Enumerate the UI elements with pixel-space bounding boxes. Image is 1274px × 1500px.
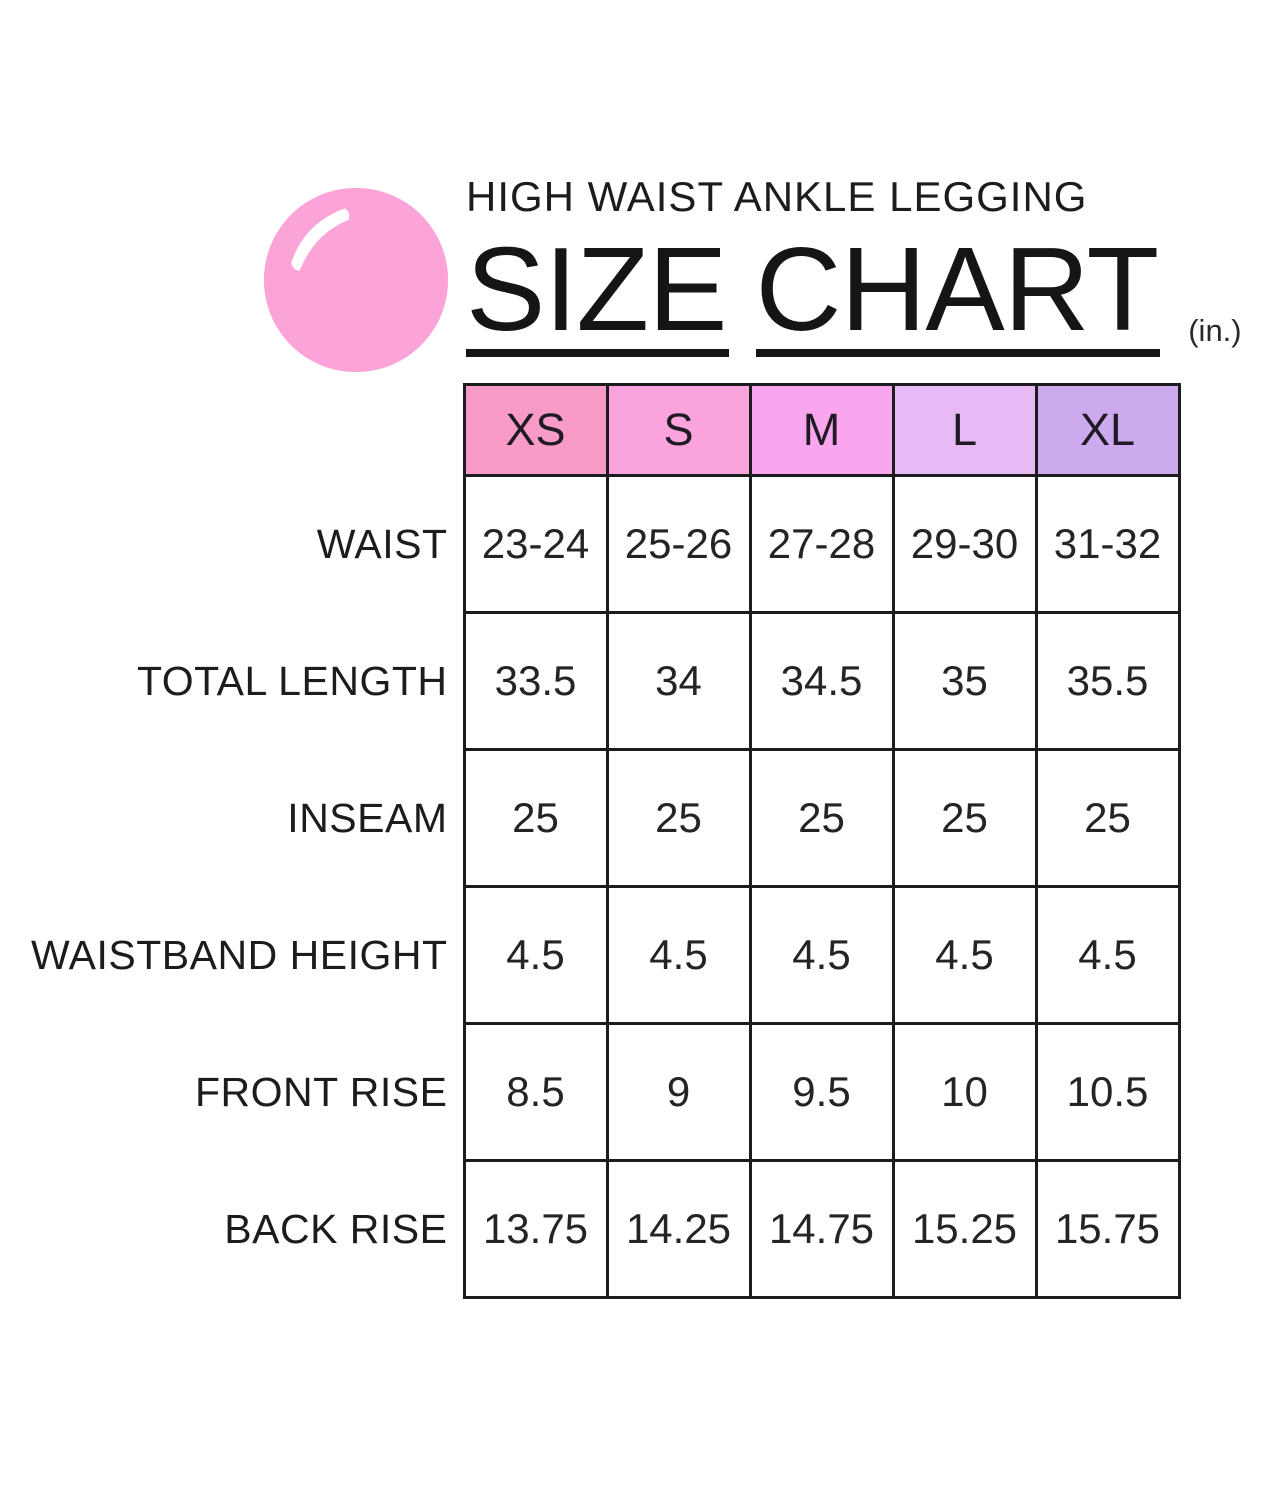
size-value-cell: 33.5 bbox=[462, 611, 609, 751]
title-word-chart: CHART bbox=[755, 223, 1161, 358]
product-subtitle: HIGH WAIST ANKLE LEGGING bbox=[466, 173, 1088, 220]
size-header-row: XS S M L XL bbox=[0, 383, 1181, 477]
table-row: WAIST 23-24 25-26 27-28 29-30 31-32 bbox=[0, 474, 1181, 614]
size-value-cell: 25 bbox=[605, 748, 752, 888]
table-row: FRONT RISE 8.5 9 9.5 10 10.5 bbox=[0, 1022, 1181, 1162]
unit-label: (in.) bbox=[1188, 313, 1242, 349]
bubble-shine bbox=[291, 208, 350, 271]
row-label: INSEAM bbox=[287, 794, 448, 841]
size-value-cell: 25 bbox=[748, 748, 895, 888]
size-column-header: S bbox=[605, 383, 752, 477]
table-row: WAISTBAND HEIGHT 4.5 4.5 4.5 4.5 4.5 bbox=[0, 885, 1181, 1025]
row-label: BACK RISE bbox=[224, 1205, 448, 1252]
row-label: WAIST bbox=[316, 520, 448, 567]
page-title: SIZE CHART (in.) bbox=[466, 223, 1242, 358]
size-value-cell: 4.5 bbox=[462, 885, 609, 1025]
table-row: INSEAM 25 25 25 25 25 bbox=[0, 748, 1181, 888]
size-value-cell: 25 bbox=[1034, 748, 1181, 888]
table-row: BACK RISE 13.75 14.25 14.75 15.25 15.75 bbox=[0, 1159, 1181, 1299]
size-value-cell: 23-24 bbox=[462, 474, 609, 614]
size-value-cell: 13.75 bbox=[462, 1159, 609, 1299]
size-table-head: XS S M L XL bbox=[0, 383, 1181, 477]
size-value-cell: 29-30 bbox=[891, 474, 1038, 614]
header: HIGH WAIST ANKLE LEGGING SIZE CHART (in.… bbox=[466, 173, 1242, 358]
corner-cell bbox=[0, 385, 464, 476]
size-value-cell: 9.5 bbox=[748, 1022, 895, 1162]
size-value-cell: 31-32 bbox=[1034, 474, 1181, 614]
size-value-cell: 4.5 bbox=[891, 885, 1038, 1025]
size-table-body: WAIST 23-24 25-26 27-28 29-30 31-32 TOTAL LENG… bbox=[0, 474, 1181, 1299]
size-value-cell: 4.5 bbox=[748, 885, 895, 1025]
size-value-cell: 10 bbox=[891, 1022, 1038, 1162]
size-value-cell: 34 bbox=[605, 611, 752, 751]
size-value-cell: 27-28 bbox=[748, 474, 895, 614]
bubble-circle bbox=[263, 187, 449, 373]
size-value-cell: 10.5 bbox=[1034, 1022, 1181, 1162]
title-word-size: SIZE bbox=[466, 223, 729, 358]
size-column-header: M bbox=[748, 383, 895, 477]
row-label: FRONT RISE bbox=[194, 1068, 448, 1115]
size-column-header: L bbox=[891, 383, 1038, 477]
size-value-cell: 9 bbox=[605, 1022, 752, 1162]
size-chart-table: XS S M L XL WAIST 23-24 25-26 27-28 29-30 31-32 TO… bbox=[0, 383, 1181, 1299]
size-value-cell: 25-26 bbox=[605, 474, 752, 614]
size-value-cell: 25 bbox=[462, 748, 609, 888]
size-column-header: XS bbox=[462, 383, 609, 477]
row-label: TOTAL LENGTH bbox=[136, 657, 448, 704]
size-value-cell: 34.5 bbox=[748, 611, 895, 751]
size-column-header: XL bbox=[1034, 383, 1181, 477]
size-value-cell: 35 bbox=[891, 611, 1038, 751]
size-value-cell: 14.25 bbox=[605, 1159, 752, 1299]
brand-logo bbox=[262, 186, 450, 374]
size-value-cell: 4.5 bbox=[605, 885, 752, 1025]
size-value-cell: 15.75 bbox=[1034, 1159, 1181, 1299]
pink-bubble-icon bbox=[263, 187, 449, 373]
size-value-cell: 14.75 bbox=[748, 1159, 895, 1299]
size-value-cell: 8.5 bbox=[462, 1022, 609, 1162]
table-row: TOTAL LENGTH 33.5 34 34.5 35 35.5 bbox=[0, 611, 1181, 751]
row-label: WAISTBAND HEIGHT bbox=[31, 931, 448, 978]
size-value-cell: 35.5 bbox=[1034, 611, 1181, 751]
size-value-cell: 4.5 bbox=[1034, 885, 1181, 1025]
size-value-cell: 15.25 bbox=[891, 1159, 1038, 1299]
size-value-cell: 25 bbox=[891, 748, 1038, 888]
